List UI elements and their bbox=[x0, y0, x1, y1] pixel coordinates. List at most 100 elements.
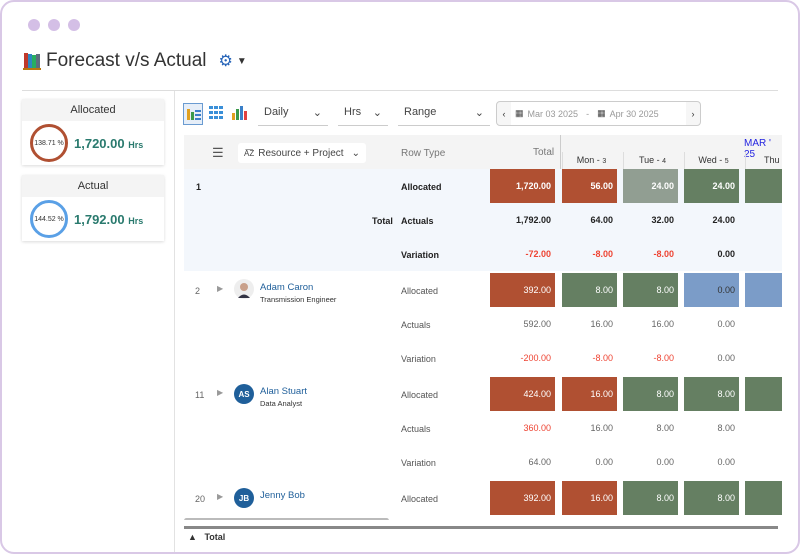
day-cell[interactable]: 8.00 bbox=[623, 273, 678, 307]
day-cell[interactable] bbox=[745, 307, 782, 341]
range-select[interactable]: Range ⌄ bbox=[398, 102, 490, 126]
card-value: 1,720.00 bbox=[74, 135, 125, 151]
day-cell[interactable]: 16.00 bbox=[590, 319, 613, 329]
percent-ring: 138.71 % bbox=[30, 124, 68, 162]
calendar-icon[interactable]: ▦ bbox=[515, 108, 524, 118]
day-cell[interactable] bbox=[745, 377, 782, 411]
avatar: AS bbox=[234, 384, 254, 404]
total-cell[interactable]: -72.00 bbox=[525, 249, 551, 259]
window-dot bbox=[68, 19, 80, 31]
expand-arrow-icon[interactable]: ▶ bbox=[217, 492, 224, 501]
day-cell[interactable]: 8.00 bbox=[684, 377, 739, 411]
day-cell[interactable] bbox=[745, 273, 782, 307]
day-cell[interactable]: 56.00 bbox=[562, 169, 617, 203]
day-cell[interactable]: 8.00 bbox=[562, 273, 617, 307]
day-cell[interactable]: 0.00 bbox=[656, 457, 674, 467]
row-index: 2 bbox=[195, 286, 201, 296]
day-header: Mon - 3 bbox=[562, 152, 620, 169]
resource-name[interactable]: Adam Caron bbox=[260, 282, 314, 293]
period-value: Daily bbox=[264, 106, 289, 118]
total-cell[interactable]: 592.00 bbox=[523, 319, 551, 329]
gear-icon[interactable]: ⚙ bbox=[218, 53, 233, 70]
day-cell[interactable] bbox=[745, 445, 782, 479]
footer-total-label: Total bbox=[204, 532, 226, 542]
window-dot bbox=[48, 19, 60, 31]
day-cell[interactable]: 32.00 bbox=[651, 215, 674, 225]
day-cell[interactable]: -8.00 bbox=[653, 353, 674, 363]
day-cell[interactable]: -8.00 bbox=[653, 249, 674, 259]
total-cell[interactable]: 1,792.00 bbox=[515, 215, 551, 225]
start-date[interactable]: Mar 03 2025 bbox=[527, 108, 579, 119]
caret-down-icon[interactable]: ▼ bbox=[236, 55, 247, 67]
day-cell[interactable]: 0.00 bbox=[717, 457, 735, 467]
resource-name[interactable]: Alan Stuart bbox=[260, 386, 307, 397]
row-index: 11 bbox=[195, 390, 205, 400]
row-type: Allocated bbox=[401, 390, 439, 400]
resource-name[interactable]: Jenny Bob bbox=[260, 490, 305, 501]
day-cell[interactable]: 8.00 bbox=[717, 423, 735, 433]
prev-arrow[interactable]: ‹ bbox=[502, 108, 506, 119]
resource-row[interactable]: 20 ▶ JB Jenny Bob bbox=[184, 481, 384, 515]
expand-arrow-icon[interactable]: ▶ bbox=[217, 284, 224, 293]
total-cell[interactable]: 392.00 bbox=[490, 481, 555, 515]
page-header: Forecast v/s Actual ⚙ ▼ bbox=[22, 50, 247, 72]
day-label: Mon - bbox=[576, 155, 600, 165]
window-dot bbox=[28, 19, 40, 31]
day-cell[interactable]: 0.00 bbox=[717, 249, 735, 259]
day-cell[interactable]: -8.00 bbox=[592, 249, 613, 259]
day-cell[interactable]: 0.00 bbox=[717, 353, 735, 363]
next-arrow[interactable]: › bbox=[691, 108, 695, 119]
day-cell[interactable] bbox=[745, 169, 782, 203]
day-cell[interactable]: 8.00 bbox=[623, 481, 678, 515]
chevron-down-icon: ⌄ bbox=[372, 107, 382, 119]
day-cell[interactable] bbox=[745, 203, 782, 237]
day-header: Tue - 4 bbox=[623, 152, 681, 169]
end-date[interactable]: Apr 30 2025 bbox=[609, 108, 659, 119]
day-cell[interactable]: 0.00 bbox=[595, 457, 613, 467]
day-cell[interactable]: 16.00 bbox=[590, 423, 613, 433]
avatar-photo bbox=[234, 279, 254, 299]
calendar-icon[interactable]: ▦ bbox=[597, 108, 606, 118]
footer-total[interactable]: ▲ Total bbox=[188, 532, 225, 542]
total-cell[interactable]: 392.00 bbox=[490, 273, 555, 307]
total-cell[interactable]: 64.00 bbox=[528, 457, 551, 467]
day-cell[interactable]: 8.00 bbox=[623, 377, 678, 411]
total-cell[interactable]: 360.00 bbox=[523, 423, 551, 433]
day-cell[interactable]: 0.00 bbox=[684, 273, 739, 307]
day-cell[interactable]: 16.00 bbox=[562, 377, 617, 411]
day-cell[interactable]: -8.00 bbox=[592, 353, 613, 363]
day-cell[interactable]: 16.00 bbox=[651, 319, 674, 329]
day-label: Tue - bbox=[638, 155, 660, 165]
total-cell[interactable]: 1,720.00 bbox=[490, 169, 555, 203]
total-cell[interactable]: -200.00 bbox=[520, 353, 551, 363]
period-select[interactable]: Daily ⌄ bbox=[258, 102, 328, 126]
day-cell[interactable] bbox=[745, 481, 782, 515]
day-cell[interactable] bbox=[745, 237, 782, 271]
day-cell[interactable]: 64.00 bbox=[590, 215, 613, 225]
day-cell[interactable]: 8.00 bbox=[656, 423, 674, 433]
grid-view-icon[interactable] bbox=[207, 103, 225, 125]
bar-chart-icon[interactable] bbox=[230, 103, 248, 125]
grid-chart-view-icon[interactable] bbox=[183, 103, 203, 125]
expand-rows-icon[interactable]: ☰ bbox=[212, 145, 224, 160]
month-header: MAR ' 25 bbox=[744, 138, 771, 160]
day-cell[interactable]: 24.00 bbox=[623, 169, 678, 203]
day-cell[interactable]: 24.00 bbox=[712, 215, 735, 225]
day-cell[interactable]: 8.00 bbox=[684, 481, 739, 515]
date-range-picker: ‹ ▦ Mar 03 2025 - ▦ Apr 30 2025 › bbox=[496, 101, 701, 126]
unit-select[interactable]: Hrs ⌄ bbox=[338, 102, 388, 126]
group-by-select[interactable]: A͞Z Resource + Project ⌄ bbox=[238, 143, 366, 163]
total-cell[interactable]: 424.00 bbox=[490, 377, 555, 411]
row-index: 1 bbox=[196, 182, 202, 192]
day-cell[interactable] bbox=[745, 341, 782, 375]
resource-row[interactable]: 11 ▶ AS Alan Stuart Data Analyst bbox=[184, 377, 384, 411]
expand-arrow-icon[interactable]: ▶ bbox=[217, 388, 224, 397]
grid-header: ☰ A͞Z Resource + Project ⌄ Row Type Total … bbox=[184, 135, 782, 169]
day-cell[interactable]: 24.00 bbox=[684, 169, 739, 203]
day-cell[interactable]: 0.00 bbox=[717, 319, 735, 329]
day-label: Thu - bbox=[763, 155, 782, 165]
day-cell[interactable]: 16.00 bbox=[562, 481, 617, 515]
resource-row[interactable]: 2 ▶ Adam Caron Transmission Engineer bbox=[184, 273, 384, 307]
day-cell[interactable] bbox=[745, 411, 782, 445]
horizontal-scrollbar[interactable] bbox=[184, 518, 389, 520]
